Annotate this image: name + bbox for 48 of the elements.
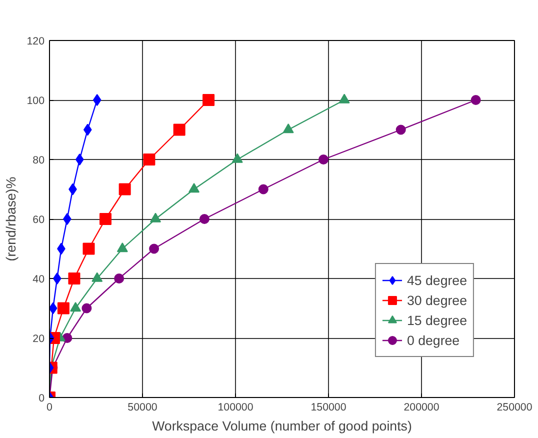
point (92, 272, 103, 282)
point (318, 154, 328, 164)
y-tick-label: 60 (32, 214, 45, 226)
point (52, 272, 62, 284)
point (99, 213, 112, 225)
y-tick-label: 120 (26, 36, 45, 48)
y-tick-label: 0 (38, 392, 45, 404)
point (232, 153, 243, 163)
point (173, 124, 186, 136)
y-tick-label: 20 (32, 333, 45, 345)
point (116, 242, 128, 252)
x-tick-label: 250000 (496, 402, 532, 414)
point (338, 94, 350, 104)
point (82, 242, 95, 255)
point (199, 214, 210, 224)
point (149, 244, 160, 254)
legend-label: 45 degree (406, 272, 467, 288)
point (118, 183, 131, 196)
point (188, 182, 200, 193)
y-tick-label: 80 (32, 154, 45, 166)
y-tick-label: 100 (26, 95, 45, 107)
point (63, 213, 72, 225)
point (92, 94, 102, 106)
x-tick-label: 50000 (128, 402, 158, 414)
x-tick-label: 200000 (404, 402, 440, 414)
legend-label: 0 degree (406, 332, 460, 348)
point (150, 212, 162, 222)
x-tick-label: 150000 (310, 402, 346, 414)
point (57, 302, 70, 314)
point (396, 124, 406, 135)
point (282, 123, 294, 134)
point (143, 154, 156, 166)
x-tick-label: 0 (46, 402, 53, 414)
point (258, 184, 268, 194)
point (202, 94, 215, 106)
point (82, 303, 92, 314)
y-axis-title: (rend/rbase)% (4, 176, 19, 262)
y-tick-label: 40 (32, 274, 45, 286)
point (75, 154, 84, 166)
point (470, 95, 481, 105)
x-tick-label: 100000 (218, 402, 254, 414)
point (114, 274, 124, 284)
point (83, 124, 92, 136)
legend-label: 30 degree (406, 292, 467, 308)
point (68, 272, 80, 284)
legend-label: 15 degree (406, 312, 467, 328)
point (70, 302, 82, 312)
x-axis-title: Workspace Volume (number of good points) (152, 418, 412, 434)
